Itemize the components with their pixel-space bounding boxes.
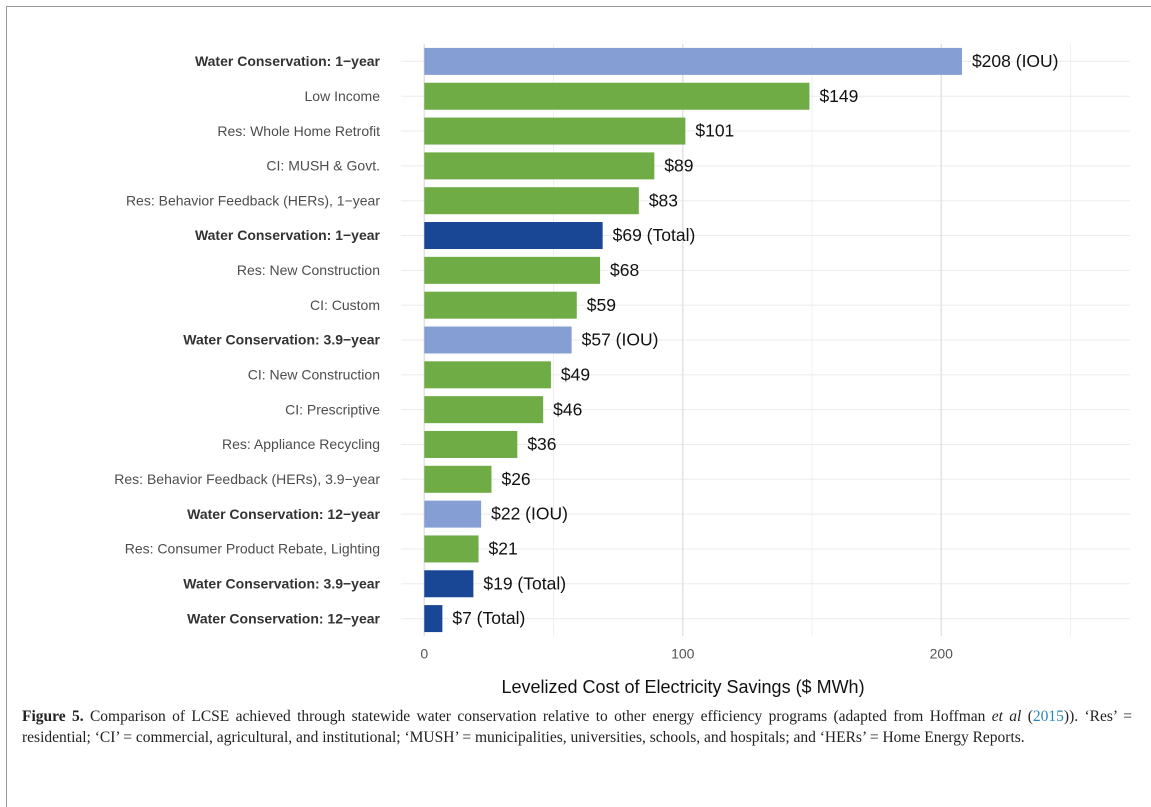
bar: [424, 500, 482, 528]
bar: [424, 465, 492, 493]
y-tick-label: Res: New Construction: [237, 262, 380, 278]
x-tick-label: 200: [930, 646, 954, 662]
value-label: $36: [527, 434, 556, 454]
value-label: $69 (Total): [613, 225, 696, 245]
bar: [424, 605, 443, 633]
bar: [424, 187, 639, 215]
bar: [424, 361, 551, 389]
y-tick-label: Water Conservation: 1−year: [195, 53, 381, 69]
x-axis-title: Levelized Cost of Electricity Savings ($…: [501, 677, 864, 697]
bar: [424, 82, 810, 110]
y-tick-label: Water Conservation: 1−year: [195, 227, 381, 243]
y-tick-label: Water Conservation: 12−year: [187, 506, 380, 522]
y-tick-label: Res: Whole Home Retrofit: [217, 123, 380, 139]
bar: [424, 535, 479, 563]
value-label: $7 (Total): [452, 608, 525, 628]
y-tick-label: CI: Prescriptive: [285, 401, 380, 417]
y-tick-label: Water Conservation: 12−year: [187, 610, 380, 626]
value-label: $68: [610, 260, 639, 280]
x-tick-label: 0: [420, 646, 428, 662]
y-tick-label: Water Conservation: 3.9−year: [183, 332, 380, 348]
caption-link[interactable]: 2015: [1032, 708, 1064, 725]
value-label: $22 (IOU): [491, 504, 568, 524]
caption-label: Figure 5.: [22, 708, 84, 725]
bar: [424, 152, 655, 180]
caption-text: Comparison of LCSE achieved through stat…: [83, 708, 992, 725]
caption-text: (: [1021, 708, 1033, 725]
y-tick-label: Res: Consumer Product Rebate, Lighting: [125, 541, 380, 557]
bar: [424, 570, 474, 598]
value-label: $21: [489, 539, 518, 559]
value-label: $59: [587, 295, 616, 315]
value-label: $83: [649, 190, 678, 210]
bar: [424, 291, 577, 319]
caption-text: )). ‘Res’ = residential; ‘CI’ = commerci…: [22, 708, 1132, 746]
y-tick-label: CI: MUSH & Govt.: [266, 158, 380, 174]
y-tick-label: Low Income: [305, 88, 381, 104]
bar: [424, 396, 544, 424]
value-label: $49: [561, 364, 590, 384]
value-label: $57 (IOU): [582, 330, 659, 350]
value-label: $149: [819, 86, 858, 106]
bar: [424, 117, 686, 145]
bar: [424, 326, 572, 354]
caption-italic: et al: [991, 708, 1022, 725]
bar: [424, 222, 603, 250]
value-label: $26: [501, 469, 530, 489]
value-label: $89: [664, 156, 693, 176]
y-tick-label: Res: Appliance Recycling: [222, 436, 380, 452]
frame: [6, 6, 1151, 807]
caption: Figure 5. Comparison of LCSE achieved th…: [22, 706, 1132, 748]
y-tick-label: CI: New Construction: [248, 367, 380, 383]
y-tick-label: Water Conservation: 3.9−year: [183, 575, 380, 591]
value-label: $19 (Total): [483, 573, 566, 593]
y-tick-label: Res: Behavior Feedback (HERs), 1−year: [126, 192, 380, 208]
x-tick-label: 100: [671, 646, 695, 662]
y-tick-label: CI: Custom: [310, 297, 380, 313]
value-label: $208 (IOU): [972, 51, 1059, 71]
value-label: $101: [695, 121, 734, 141]
bar: [424, 256, 601, 284]
bar: [424, 430, 518, 458]
y-tick-label: Res: Behavior Feedback (HERs), 3.9−year: [114, 471, 380, 487]
bar: [424, 47, 962, 75]
value-label: $46: [553, 399, 582, 419]
